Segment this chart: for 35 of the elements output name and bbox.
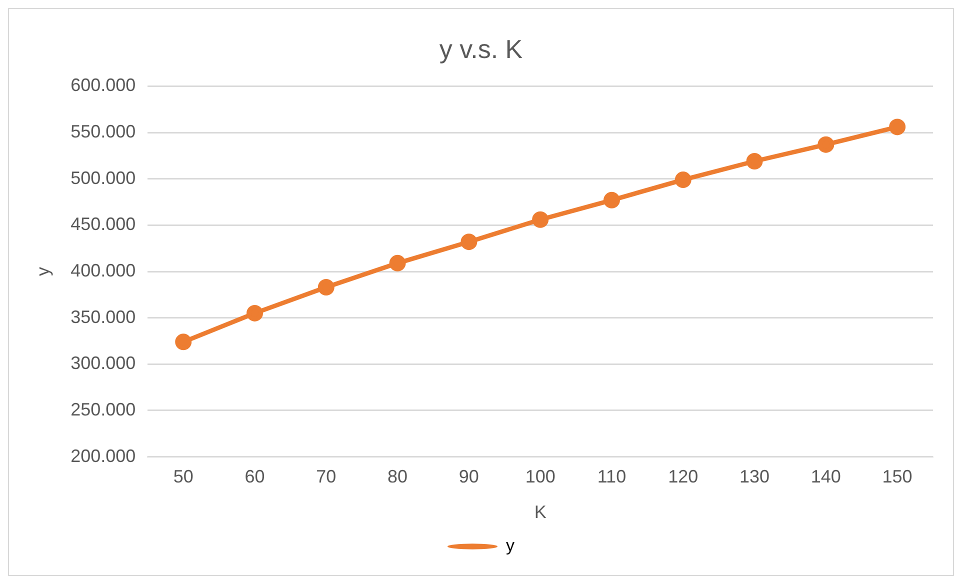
point <box>818 136 834 153</box>
x-tick-label: 150 <box>882 466 912 487</box>
point <box>746 152 763 170</box>
point <box>532 211 549 228</box>
y-tick-label: 300.000 <box>70 353 136 374</box>
y-tick-label: 400.000 <box>70 260 136 280</box>
point <box>318 279 334 296</box>
y-axis-title: y <box>32 267 53 276</box>
x-tick-label: 80 <box>388 466 408 487</box>
y-tick-label: 600.000 <box>70 75 136 96</box>
point <box>175 334 192 350</box>
point <box>674 172 692 188</box>
y-tick-label: 550.000 <box>70 121 136 142</box>
x-tick-label: 130 <box>739 466 770 487</box>
x-tick-label: 120 <box>668 466 698 487</box>
chart-title: y v.s. K <box>439 34 524 64</box>
x-axis-title: K <box>534 502 546 522</box>
x-tick-label: 140 <box>810 466 841 487</box>
point <box>889 118 906 136</box>
y-tick-label: 200.000 <box>70 446 136 466</box>
x-tick-label: 100 <box>525 466 556 487</box>
x-tick-label: 70 <box>316 466 336 487</box>
x-tick-label: 90 <box>458 466 479 487</box>
x-tick-label: 110 <box>597 466 626 487</box>
x-tick-label: 60 <box>244 466 265 487</box>
y-tick-label: 450.000 <box>70 214 136 234</box>
x-tick-label: 50 <box>173 466 194 487</box>
point <box>389 254 406 272</box>
y-tick-label: 250.000 <box>70 399 136 420</box>
y-tick-label: 500.000 <box>70 168 136 188</box>
point <box>603 192 620 208</box>
legend-label: y <box>506 536 515 556</box>
point <box>246 304 264 322</box>
point <box>460 234 478 250</box>
y-tick-label: 350.000 <box>70 306 136 327</box>
